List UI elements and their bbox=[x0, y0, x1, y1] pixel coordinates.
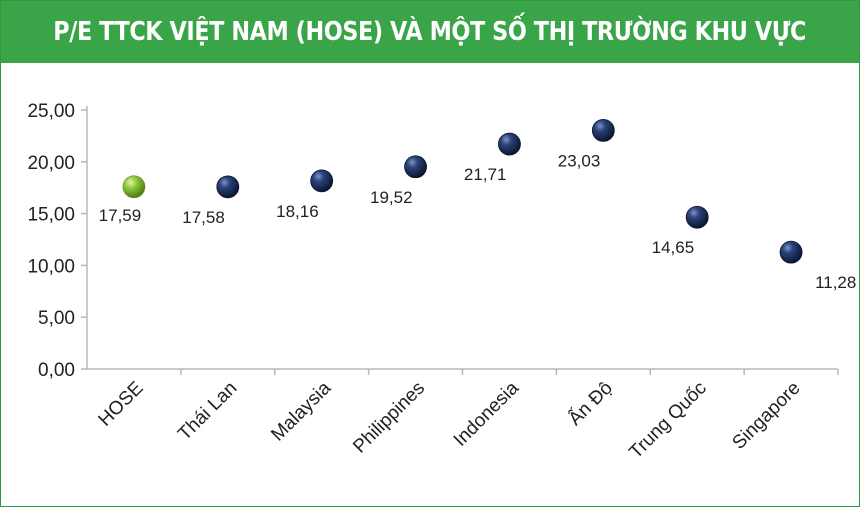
x-category-label: Singapore bbox=[728, 378, 804, 454]
data-point bbox=[216, 175, 240, 199]
data-point bbox=[591, 119, 615, 142]
data-label: 19,52 bbox=[370, 188, 413, 207]
data-point bbox=[310, 169, 334, 193]
data-label: 14,65 bbox=[652, 238, 695, 257]
x-category-label: Ấn Độ bbox=[564, 377, 617, 430]
data-point bbox=[779, 240, 803, 264]
title-bar: P/E TTCK VIỆT NAM (HOSE) VÀ MỘT SỐ THỊ T… bbox=[1, 1, 859, 63]
x-category-label: Malaysia bbox=[267, 377, 335, 445]
x-category-label: HOSE bbox=[95, 378, 148, 431]
data-label: 23,03 bbox=[558, 151, 601, 170]
y-tick-label: 5,00 bbox=[38, 308, 75, 329]
data-label: 21,71 bbox=[464, 165, 507, 184]
data-label: 18,16 bbox=[276, 202, 319, 221]
y-tick-label: 15,00 bbox=[27, 205, 75, 226]
axes bbox=[86, 106, 839, 375]
data-point bbox=[404, 155, 427, 179]
y-tick-label: 0,00 bbox=[38, 360, 75, 381]
data-points bbox=[122, 119, 803, 264]
y-axis-ticks: 0,00 5,00 10,00 15,00 20,00 25,00 bbox=[27, 101, 87, 381]
x-category-label: Philippines bbox=[349, 378, 429, 458]
x-category-label: Thái Lan bbox=[174, 378, 241, 445]
data-point bbox=[122, 175, 146, 199]
data-point bbox=[498, 132, 521, 156]
data-label: 17,58 bbox=[182, 208, 225, 227]
data-label: 17,59 bbox=[99, 206, 142, 225]
y-tick-label: 20,00 bbox=[27, 153, 75, 174]
x-axis-labels: HOSE Thái Lan Malaysia Philippines Indonesia… bbox=[95, 377, 805, 463]
data-labels: 17,59 17,58 18,16 19,52 21,71 23,03 14,65 11,28 bbox=[99, 151, 857, 292]
chart-title: P/E TTCK VIỆT NAM (HOSE) VÀ MỘT SỐ THỊ T… bbox=[53, 17, 807, 47]
y-tick-label: 25,00 bbox=[27, 101, 75, 122]
x-category-label: Indonesia bbox=[450, 377, 523, 450]
data-label: 11,28 bbox=[815, 273, 856, 292]
data-point bbox=[685, 205, 709, 229]
y-tick-label: 10,00 bbox=[27, 256, 75, 277]
x-category-label: Trung Quốc bbox=[625, 378, 710, 463]
